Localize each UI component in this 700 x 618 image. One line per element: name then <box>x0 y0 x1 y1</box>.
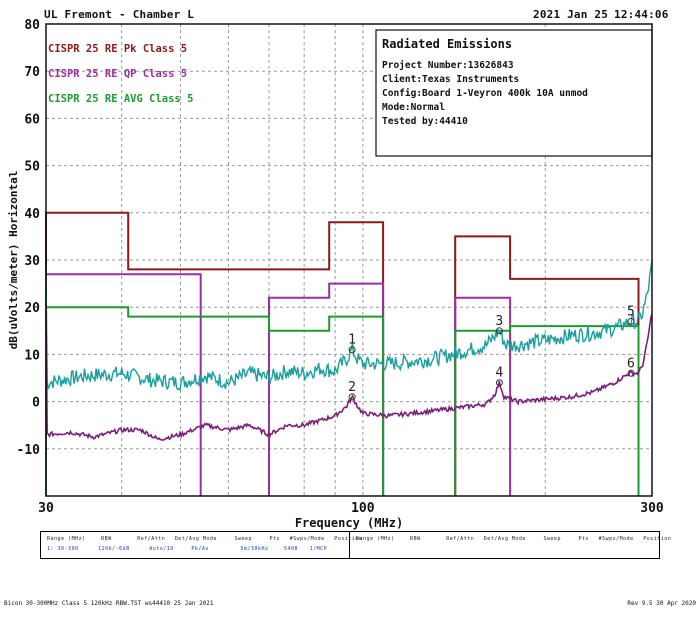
y-tick-label: 30 <box>24 254 40 269</box>
y-tick-label: 20 <box>24 301 40 316</box>
footer-right: Rev 9.5 30 Apr 2020 <box>627 600 696 607</box>
col-swps: #Swps/Mode <box>289 536 325 542</box>
info-config: Config:Board 1-Veyron 400k 10A unmod <box>382 88 588 99</box>
marker-2-dot <box>348 393 356 401</box>
y-tick-label: -10 <box>17 443 41 458</box>
marker-4-label: 4 <box>495 366 503 381</box>
settings-header-row-2: Range (MHz) RBW Ref/Attn Det/Avg Mode Sw… <box>356 536 671 542</box>
y-tick-label: 40 <box>24 207 40 222</box>
marker-5-label: 5 <box>627 304 635 319</box>
col-sweep-2: Sweep <box>543 536 561 542</box>
col-range: Range (MHz) <box>47 536 86 542</box>
y-tick-label: 70 <box>24 65 40 80</box>
x-axis-label: Frequency (MHz) <box>295 516 403 530</box>
legend-item-3: CISPR 25 RE AVG Class 5 <box>48 93 193 105</box>
legend-item-1: CISPR 25 RE Pk Class 5 <box>48 43 187 55</box>
limit-lines <box>45 211 640 496</box>
settings-right: Range (MHz) RBW Ref/Attn Det/Avg Mode Sw… <box>350 532 671 558</box>
col-pos: Position <box>334 536 363 542</box>
val-ref: Auto/10 <box>149 546 174 552</box>
col-pts: Pts <box>269 536 281 542</box>
x-tick-label: 30 <box>38 501 54 516</box>
peak-markers: 1 2 3 4 5 6 <box>348 304 635 401</box>
site-title: UL Fremont - Chamber L <box>44 8 195 21</box>
report-time: 12:44:06 <box>614 8 669 21</box>
footer-left: Bicon 30-300MHz Class 5 120kHz RBW.TST w… <box>4 600 214 607</box>
info-mode: Mode:Normal <box>382 102 445 113</box>
settings-value-row: 1: 30-300 120k/-6dB Auto/10 Pk/Av 5m/30k… <box>47 546 327 552</box>
col-range-2: Range (MHz) <box>356 536 395 542</box>
info-box: Radiated Emissions Project Number:1362684… <box>375 29 653 157</box>
y-tick-label: 10 <box>24 348 40 363</box>
col-pos-2: Position <box>643 536 672 542</box>
info-client: Client:Texas Instruments <box>382 74 519 85</box>
val-pts: 5408 <box>284 546 299 552</box>
col-det: Det/Avg Mode <box>174 536 217 542</box>
marker-1-label: 1 <box>348 333 356 348</box>
col-ref-2: Ref/Attn <box>446 536 475 542</box>
y-tick-label: 80 <box>24 18 40 33</box>
trace-lines <box>45 259 653 441</box>
y-axis-label: dB(uVolts/meter) Horizontal <box>7 171 20 350</box>
limit-line-3 <box>45 306 640 496</box>
marker-1-dot <box>348 346 356 354</box>
marker-3-dot <box>495 327 503 335</box>
marker-6-label: 6 <box>627 356 635 371</box>
val-swps: 1/MCP <box>309 546 328 552</box>
col-swps-2: #Swps/Mode <box>598 536 634 542</box>
settings-table: Range (MHz) RBW Ref/Attn Det/Avg Mode Sw… <box>40 531 671 559</box>
y-tick-label: 0 <box>32 396 40 411</box>
marker-2-label: 2 <box>348 380 356 395</box>
col-rbw-2: RBW <box>410 536 421 542</box>
settings-left: Range (MHz) RBW Ref/Attn Det/Avg Mode Sw… <box>41 532 362 558</box>
col-ref: Ref/Attn <box>137 536 166 542</box>
axes: -10 0 10 20 30 40 50 60 70 80 30 100 300 Frequency (M… <box>7 18 664 530</box>
marker-5-dot <box>627 317 635 325</box>
marker-6-dot <box>627 369 635 377</box>
x-tick-label: 300 <box>640 501 664 516</box>
y-tick-label: 50 <box>24 160 40 175</box>
col-rbw: RBW <box>101 536 112 542</box>
val-rbw: 120k/-6dB <box>98 546 130 552</box>
info-tested-by: Tested by:44410 <box>382 116 468 127</box>
marker-4-dot <box>495 379 503 387</box>
legend-item-2: CISPR 25 RE QP Class 5 <box>48 68 187 80</box>
col-pts-2: Pts <box>578 536 590 542</box>
val-range: 1: 30-300 <box>47 546 79 552</box>
col-det-2: Det/Avg Mode <box>483 536 526 542</box>
marker-3-label: 3 <box>495 314 503 329</box>
col-sweep: Sweep <box>234 536 252 542</box>
plot-frame <box>45 23 653 497</box>
x-tick-label: 100 <box>351 501 375 516</box>
trace-2 <box>45 310 653 441</box>
info-box-frame <box>375 29 653 157</box>
y-tick-label: 60 <box>24 112 40 127</box>
info-title: Radiated Emissions <box>382 37 512 51</box>
val-sweep: 5m/30kHz <box>240 546 269 552</box>
legend: CISPR 25 RE Pk Class 5 CISPR 25 RE QP Cla… <box>48 43 193 105</box>
info-project: Project Number:13626843 <box>382 60 514 71</box>
settings-header-row: Range (MHz) RBW Ref/Attn Det/Avg Mode Sw… <box>47 536 362 542</box>
report-date: 2021 Jan 25 <box>533 8 609 21</box>
trace-1 <box>45 259 653 392</box>
val-det: Pk/Av <box>191 546 209 552</box>
